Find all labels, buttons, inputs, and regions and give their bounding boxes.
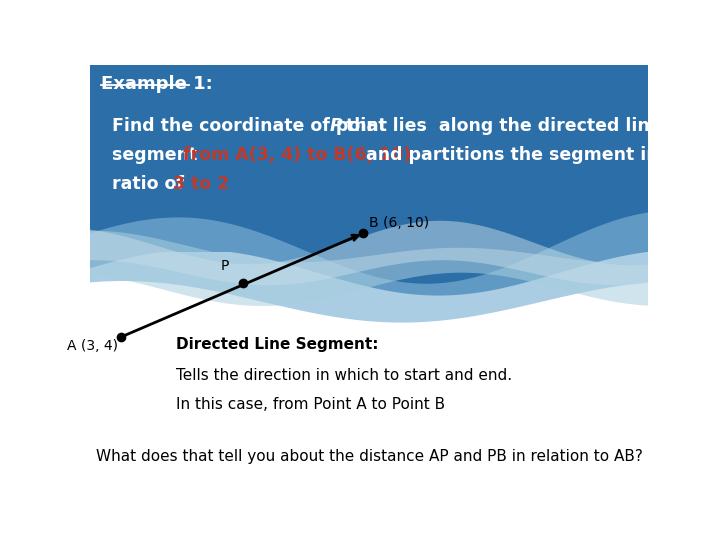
Text: Tells the direction in which to start and end.: Tells the direction in which to start an…	[176, 368, 513, 383]
Text: from A(3, 4) to B(6, 10): from A(3, 4) to B(6, 10)	[183, 146, 411, 164]
Text: segment: segment	[112, 146, 204, 164]
Text: B (6, 10): B (6, 10)	[369, 216, 429, 230]
Text: In this case, from Point A to Point B: In this case, from Point A to Point B	[176, 396, 446, 411]
Polygon shape	[90, 231, 648, 306]
Polygon shape	[90, 221, 648, 285]
Text: Directed Line Segment:: Directed Line Segment:	[176, 337, 379, 352]
Text: 3 to 2: 3 to 2	[173, 175, 229, 193]
Bar	[90, 65, 648, 252]
Text: Find the coordinate of point: Find the coordinate of point	[112, 117, 393, 135]
Text: A (3, 4): A (3, 4)	[67, 339, 118, 353]
Text: P: P	[330, 117, 343, 135]
Polygon shape	[90, 65, 648, 295]
Polygon shape	[90, 212, 648, 322]
Text: and partitions the segment in the: and partitions the segment in the	[360, 146, 697, 164]
Text: P: P	[221, 259, 230, 273]
Text: What does that tell you about the distance AP and PB in relation to AB?: What does that tell you about the distan…	[96, 449, 642, 464]
Text: ratio of: ratio of	[112, 175, 190, 193]
Text: that lies  along the directed line: that lies along the directed line	[340, 117, 662, 135]
Text: Example 1:: Example 1:	[101, 75, 213, 93]
